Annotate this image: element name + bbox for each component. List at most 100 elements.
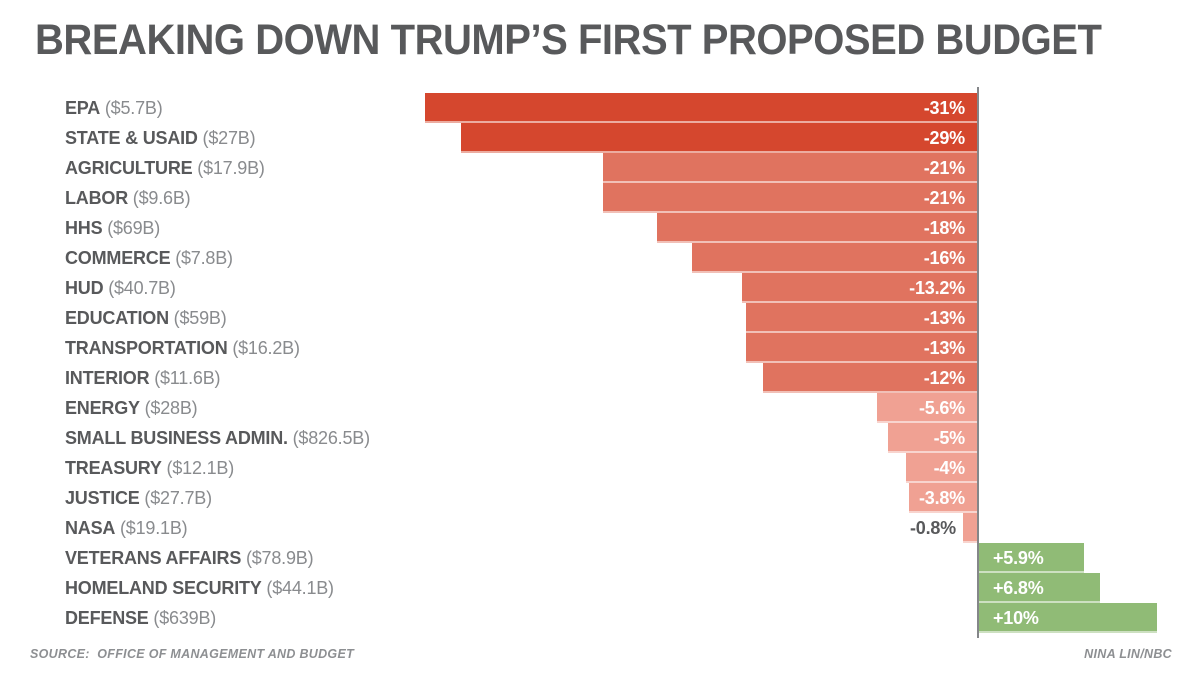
value-bar xyxy=(692,243,977,273)
value-bar xyxy=(657,213,977,243)
dept-name: STATE & USAID xyxy=(65,128,198,148)
dept-budget: ($27.7B) xyxy=(139,488,212,508)
chart-row: LABOR ($9.6B) -21% xyxy=(0,183,1200,213)
dept-budget: ($826.5B) xyxy=(287,428,370,448)
dept-label: ENERGY ($28B) xyxy=(65,394,198,422)
dept-budget: ($639B) xyxy=(148,608,217,628)
dept-label: HOMELAND SECURITY ($44.1B) xyxy=(65,574,334,602)
value-label: -5% xyxy=(933,428,966,448)
dept-name: TRANSPORTATION xyxy=(65,338,228,358)
value-bar xyxy=(746,303,977,333)
dept-budget: ($12.1B) xyxy=(161,458,235,478)
value-label: -31% xyxy=(923,98,965,118)
value-label: -13.2% xyxy=(909,278,965,298)
chart-row: HOMELAND SECURITY ($44.1B) +6.8% xyxy=(0,573,1200,603)
value-bar xyxy=(888,423,977,453)
value-label: -18% xyxy=(923,218,965,238)
chart-row: INTERIOR ($11.6B) -12% xyxy=(0,363,1200,393)
value-label: +10% xyxy=(993,608,1039,628)
dept-name: LABOR xyxy=(65,188,128,208)
chart-row: TRANSPORTATION ($16.2B) -13% xyxy=(0,333,1200,363)
source-note: SOURCE: OFFICE OF MANAGEMENT AND BUDGET xyxy=(30,647,355,661)
dept-name: HHS xyxy=(65,218,103,238)
value-label: -21% xyxy=(923,188,965,208)
value-bar xyxy=(603,153,977,183)
value-label: -16% xyxy=(923,248,965,268)
chart-row: HUD ($40.7B) -13.2% xyxy=(0,273,1200,303)
chart-row: DEFENSE ($639B) +10% xyxy=(0,603,1200,633)
dept-name: SMALL BUSINESS ADMIN. xyxy=(65,428,288,448)
value-bar xyxy=(425,93,977,123)
value-bar xyxy=(963,513,977,543)
dept-name: DEFENSE xyxy=(65,608,149,628)
value-bar xyxy=(979,573,1100,603)
dept-name: EPA xyxy=(65,98,101,118)
value-label: -21% xyxy=(923,158,965,178)
dept-budget: ($28B) xyxy=(139,398,198,418)
value-bar xyxy=(906,453,977,483)
value-label: -0.8% xyxy=(909,518,956,538)
value-label: -5.6% xyxy=(918,398,965,418)
dept-name: INTERIOR xyxy=(65,368,150,388)
dept-name: TREASURY xyxy=(65,458,162,478)
dept-label: TREASURY ($12.1B) xyxy=(65,454,234,482)
dept-name: COMMERCE xyxy=(65,248,171,268)
chart-row: STATE & USAID ($27B) -29% xyxy=(0,123,1200,153)
value-label: -13% xyxy=(923,338,965,358)
dept-budget: ($69B) xyxy=(102,218,161,238)
dept-budget: ($9.6B) xyxy=(128,188,191,208)
dept-label: DEFENSE ($639B) xyxy=(65,604,216,632)
dept-budget: ($44.1B) xyxy=(261,578,334,598)
chart-row: VETERANS AFFAIRS ($78.9B) +5.9% xyxy=(0,543,1200,573)
value-bar xyxy=(979,603,1157,633)
value-label: -4% xyxy=(933,458,966,478)
value-bar xyxy=(603,183,977,213)
dept-name: EDUCATION xyxy=(65,308,169,328)
value-bar xyxy=(746,333,977,363)
dept-name: HOMELAND SECURITY xyxy=(65,578,262,598)
dept-budget: ($5.7B) xyxy=(100,98,163,118)
dept-budget: ($27B) xyxy=(197,128,256,148)
dept-budget: ($40.7B) xyxy=(103,278,176,298)
chart-row: EPA ($5.7B) -31% xyxy=(0,93,1200,123)
value-label: -3.8% xyxy=(918,488,965,508)
dept-budget: ($17.9B) xyxy=(192,158,265,178)
dept-label: COMMERCE ($7.8B) xyxy=(65,244,233,272)
value-bar xyxy=(979,543,1084,573)
dept-budget: ($7.8B) xyxy=(170,248,233,268)
dept-name: HUD xyxy=(65,278,104,298)
dept-label: EDUCATION ($59B) xyxy=(65,304,227,332)
dept-label: TRANSPORTATION ($16.2B) xyxy=(65,334,300,362)
dept-name: JUSTICE xyxy=(65,488,140,508)
value-label: +6.8% xyxy=(993,578,1044,598)
dept-label: HHS ($69B) xyxy=(65,214,160,242)
dept-budget: ($19.1B) xyxy=(115,518,188,538)
dept-label: LABOR ($9.6B) xyxy=(65,184,191,212)
zero-axis-line xyxy=(977,87,979,638)
chart-row: JUSTICE ($27.7B) -3.8% xyxy=(0,483,1200,513)
value-bar xyxy=(742,273,977,303)
chart-row: NASA ($19.1B) -0.8% xyxy=(0,513,1200,543)
dept-label: STATE & USAID ($27B) xyxy=(65,124,256,152)
dept-label: INTERIOR ($11.6B) xyxy=(65,364,221,392)
dept-label: SMALL BUSINESS ADMIN. ($826.5B) xyxy=(65,424,370,452)
dept-label: JUSTICE ($27.7B) xyxy=(65,484,212,512)
chart-row: SMALL BUSINESS ADMIN. ($826.5B) -5% xyxy=(0,423,1200,453)
dept-label: VETERANS AFFAIRS ($78.9B) xyxy=(65,544,314,572)
value-bar xyxy=(877,393,977,423)
dept-label: AGRICULTURE ($17.9B) xyxy=(65,154,265,182)
dept-name: VETERANS AFFAIRS xyxy=(65,548,242,568)
value-bar xyxy=(909,483,977,513)
dept-budget: ($59B) xyxy=(168,308,227,328)
dept-name: AGRICULTURE xyxy=(65,158,193,178)
value-label: -12% xyxy=(923,368,965,388)
dept-label: HUD ($40.7B) xyxy=(65,274,176,302)
dept-label: EPA ($5.7B) xyxy=(65,94,163,122)
dept-label: NASA ($19.1B) xyxy=(65,514,188,542)
dept-name: NASA xyxy=(65,518,116,538)
dept-budget: ($11.6B) xyxy=(149,368,221,388)
dept-budget: ($16.2B) xyxy=(227,338,300,358)
chart-row: EDUCATION ($59B) -13% xyxy=(0,303,1200,333)
value-bar xyxy=(461,123,977,153)
